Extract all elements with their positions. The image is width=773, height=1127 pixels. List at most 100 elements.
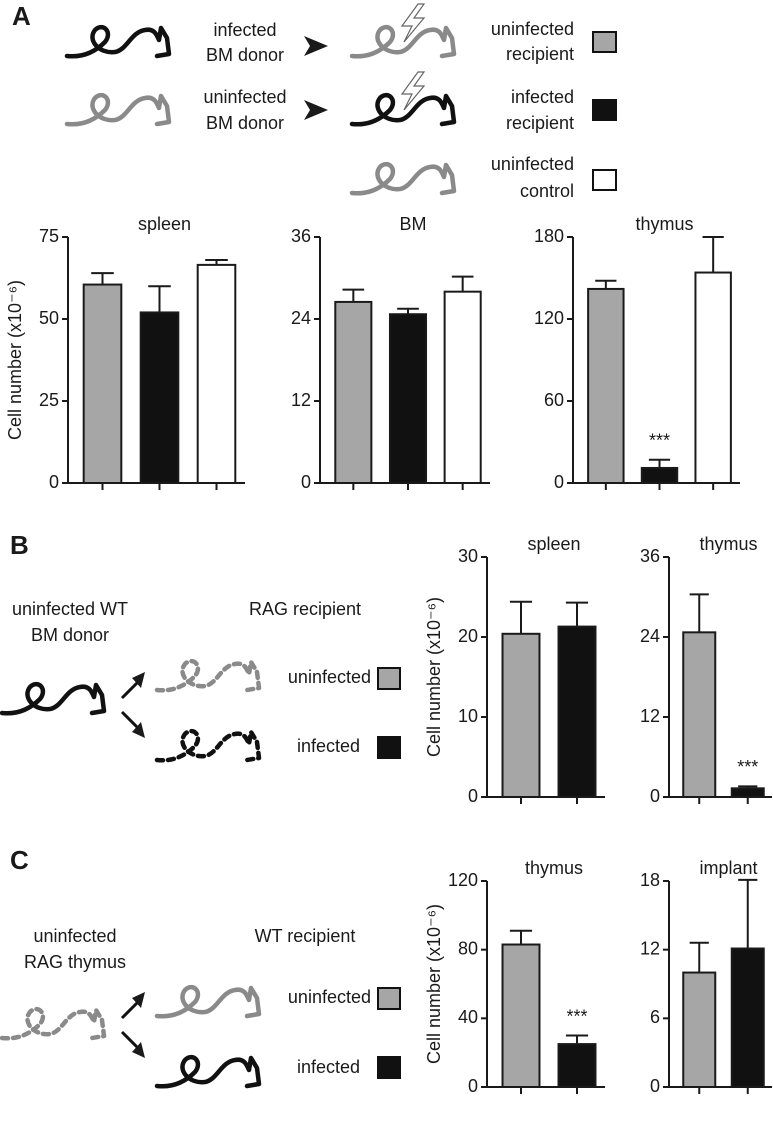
label: recipient xyxy=(506,44,574,64)
y-tick-label: 0 xyxy=(468,1076,478,1096)
arrow xyxy=(132,722,145,738)
label: WT recipient xyxy=(255,926,356,946)
bar xyxy=(501,943,541,1088)
mouse-icon xyxy=(67,95,169,124)
legend-swatch xyxy=(592,169,617,191)
y-tick-label: 75 xyxy=(39,226,59,246)
y-tick-label: 12 xyxy=(640,706,660,726)
chart-title: thymus xyxy=(699,534,757,554)
label: uninfected xyxy=(288,987,371,1007)
mouse-icon xyxy=(157,661,259,690)
y-tick-label: 18 xyxy=(640,870,660,890)
bar xyxy=(443,290,482,484)
arrow xyxy=(304,100,328,120)
bar xyxy=(334,300,373,484)
mouse-icon xyxy=(157,987,259,1016)
bar xyxy=(682,971,717,1088)
y-tick-label: 40 xyxy=(458,1007,478,1027)
label: RAG recipient xyxy=(249,599,361,619)
bar xyxy=(557,1043,597,1089)
bar xyxy=(640,466,679,485)
bar xyxy=(501,632,541,798)
chart-title: implant xyxy=(699,858,757,878)
label: uninfected xyxy=(491,19,574,39)
significance-label: *** xyxy=(737,757,758,777)
y-tick-label: 0 xyxy=(301,472,311,492)
chart-title: spleen xyxy=(527,534,580,554)
label: BM donor xyxy=(31,625,109,645)
y-tick-label: 36 xyxy=(640,546,660,566)
label: BM donor xyxy=(206,113,284,133)
y-tick-label: 20 xyxy=(458,626,478,646)
y-tick-label: 36 xyxy=(291,226,311,246)
bar xyxy=(388,313,428,485)
y-tick-label: 0 xyxy=(49,472,59,492)
legend-swatch xyxy=(377,987,401,1010)
y-tick-label: 80 xyxy=(458,938,478,958)
label: BM donor xyxy=(206,45,284,65)
bar xyxy=(139,311,180,484)
bar xyxy=(557,625,597,798)
y-tick-label: 30 xyxy=(458,546,478,566)
label: uninfected xyxy=(491,154,574,174)
y-tick-label: 24 xyxy=(291,308,311,328)
y-tick-label: 0 xyxy=(554,472,564,492)
y-tick-label: 24 xyxy=(640,626,660,646)
mouse-icon xyxy=(352,164,454,193)
arrow xyxy=(132,672,145,688)
y-axis-label: Cell number (x10⁻⁶) xyxy=(424,904,444,1064)
label: uninfected xyxy=(33,926,116,946)
chart-title: BM xyxy=(400,214,427,234)
bar xyxy=(730,947,765,1088)
y-tick-label: 25 xyxy=(39,390,59,410)
bar xyxy=(587,287,625,484)
mouse-icon xyxy=(352,95,454,124)
mouse-icon xyxy=(157,1057,259,1086)
chart-title: spleen xyxy=(138,214,191,234)
y-tick-label: 12 xyxy=(291,390,311,410)
y-tick-label: 180 xyxy=(534,226,564,246)
significance-label: *** xyxy=(649,431,670,451)
irradiation-icon xyxy=(400,71,426,111)
label: recipient xyxy=(506,113,574,133)
y-tick-label: 120 xyxy=(448,870,478,890)
legend-swatch xyxy=(377,736,401,759)
chart-title: thymus xyxy=(635,214,693,234)
bar xyxy=(82,283,123,484)
significance-label: *** xyxy=(566,1006,587,1026)
label: RAG thymus xyxy=(24,952,126,972)
bar xyxy=(196,263,237,484)
arrow xyxy=(304,36,328,56)
panel-label: C xyxy=(10,845,29,875)
y-axis-label: Cell number (x10⁻⁶) xyxy=(5,280,25,440)
legend-swatch xyxy=(377,1056,401,1079)
arrow xyxy=(132,1042,145,1058)
label: uninfected xyxy=(203,87,286,107)
legend-swatch xyxy=(377,667,401,690)
bar xyxy=(694,271,732,484)
label: infected xyxy=(511,87,574,107)
label: control xyxy=(520,181,574,201)
legend-swatch xyxy=(592,31,617,53)
arrow xyxy=(132,992,145,1008)
y-tick-label: 0 xyxy=(650,786,660,806)
label: infected xyxy=(297,736,360,756)
bar xyxy=(730,787,765,798)
y-tick-label: 12 xyxy=(640,938,660,958)
y-tick-label: 60 xyxy=(544,390,564,410)
chart-title: thymus xyxy=(525,858,583,878)
label: infected xyxy=(297,1057,360,1077)
y-axis-label: Cell number (x10⁻⁶) xyxy=(424,597,444,757)
mouse-icon xyxy=(2,684,104,713)
y-tick-label: 50 xyxy=(39,308,59,328)
bar xyxy=(682,631,717,798)
mouse-icon xyxy=(67,27,169,56)
mouse-icon xyxy=(352,27,454,56)
mouse-icon xyxy=(157,731,259,760)
panel-label: B xyxy=(10,530,29,560)
panel-label: A xyxy=(12,1,31,31)
mouse-icon xyxy=(2,1009,104,1038)
y-tick-label: 120 xyxy=(534,308,564,328)
y-tick-label: 10 xyxy=(458,706,478,726)
